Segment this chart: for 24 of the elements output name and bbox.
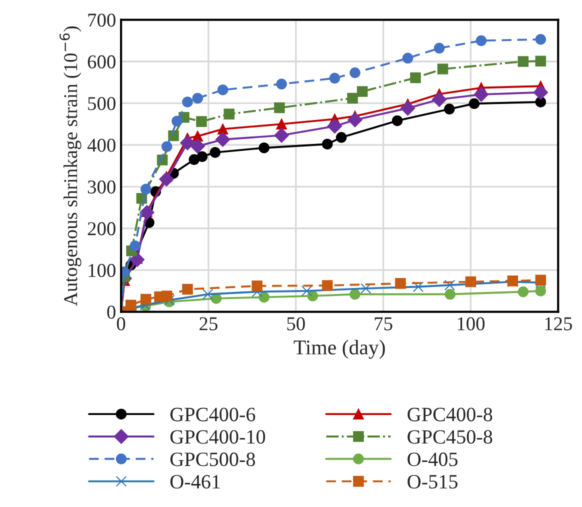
y-tick-label: 100	[88, 264, 116, 278]
x-tick-label: 100	[458, 317, 485, 330]
y-tick-label: 500	[88, 97, 116, 110]
x-tick-label: 75	[374, 317, 392, 330]
x-tick-label: 50	[287, 317, 305, 330]
legend-label: O-461	[170, 475, 220, 489]
legend-label: GPC450-8	[408, 430, 492, 444]
legend-label: O-405	[408, 452, 458, 466]
x-tick-label: 0	[116, 317, 126, 330]
x-tick-label: 25	[200, 317, 218, 330]
legend-label: GPC400-8	[408, 408, 492, 422]
y-tick-label: 600	[88, 55, 116, 68]
y-tick-label: 0	[107, 306, 116, 319]
legend-label: GPC400-6	[170, 408, 256, 422]
legend-label: GPC500-8	[170, 452, 255, 466]
x-tick-label: 125	[545, 317, 572, 330]
y-tick-label: 200	[88, 222, 116, 236]
x-axis-title: Time (day)	[294, 340, 385, 359]
y-tick-label: 400	[87, 138, 116, 152]
y-tick-label: 700	[88, 14, 116, 27]
y-tick-label: 300	[88, 180, 116, 194]
legend-label: GPC400-10	[170, 430, 266, 444]
legend-label: O-515	[408, 475, 458, 489]
y-axis-title: Autogenous shrinkage strain (10$^{−6}$)	[60, 26, 82, 306]
